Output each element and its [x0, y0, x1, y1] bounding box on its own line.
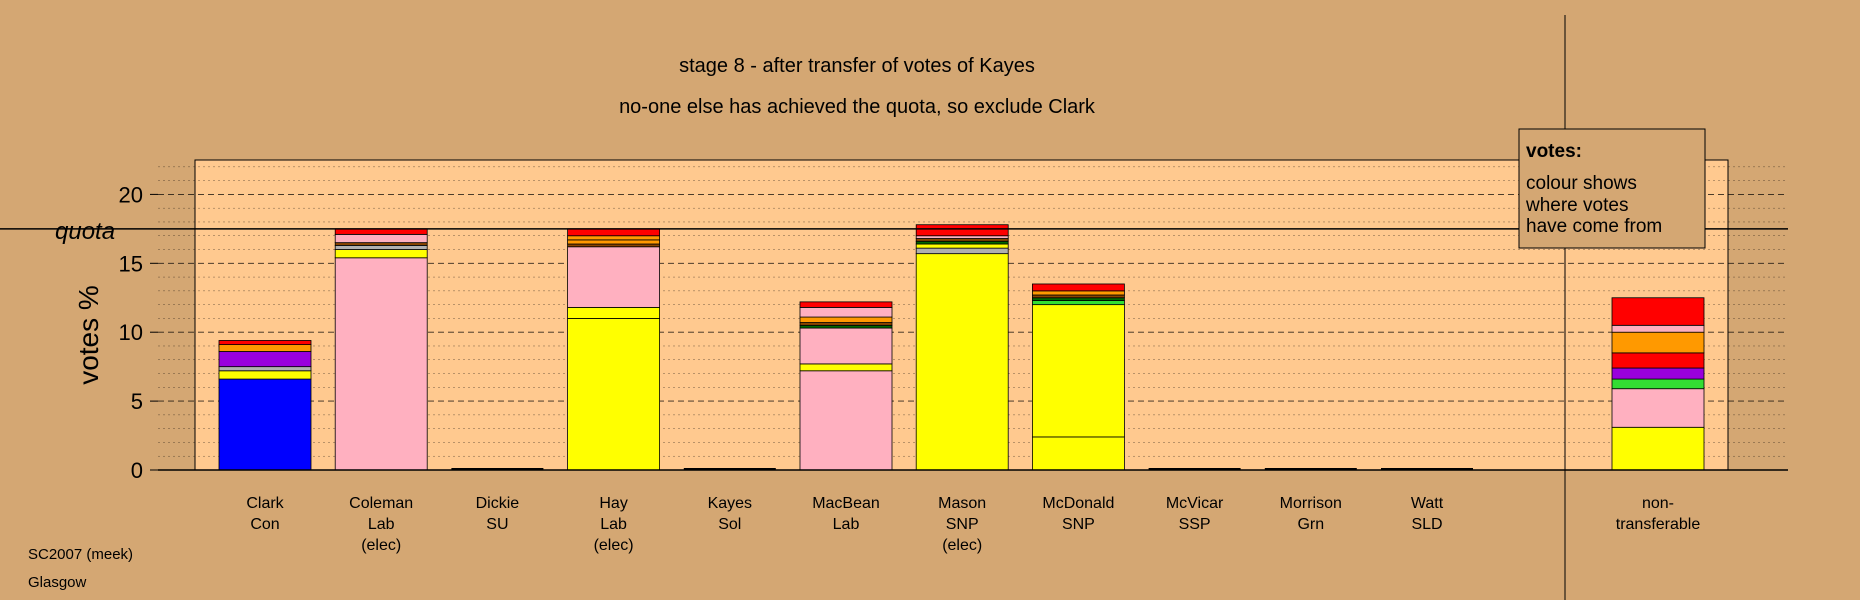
- bar-segment-mason-5: [915, 235, 1009, 239]
- bar-segment-macbean-7: [799, 301, 893, 308]
- bar-segment-hay-4: [567, 239, 660, 245]
- bar-segment-mason-2: [915, 243, 1009, 249]
- x-label-watt-1: SLD: [1411, 516, 1442, 533]
- y-tick-label: 10: [119, 320, 143, 345]
- bar-segment-nontransferable-4: [1611, 352, 1705, 369]
- bar-segment-mcdonald-0: [1032, 436, 1125, 471]
- legend-box: votes: colour shows where votes have com…: [1518, 128, 1706, 249]
- x-label-hay-2: (elec): [594, 537, 634, 554]
- x-label-mcvicar-0: McVicar: [1166, 495, 1224, 512]
- bar-segment-coleman-5: [334, 228, 428, 235]
- x-label-nontransferable-1: transferable: [1616, 516, 1701, 533]
- x-label-dickie-1: SU: [486, 516, 508, 533]
- bar-segment-clark-4: [218, 344, 312, 352]
- bar-segment-nontransferable-1: [1611, 388, 1705, 428]
- x-label-coleman-1: Lab: [368, 516, 395, 533]
- bar-segment-mason-4: [915, 238, 1009, 242]
- y-tick-label: 5: [131, 389, 143, 414]
- x-label-hay-0: Hay: [599, 495, 627, 512]
- bar-segment-mason-6: [915, 224, 1009, 237]
- bar-segment-macbean-6: [799, 306, 893, 318]
- bar-segment-mcdonald-6: [1032, 283, 1125, 292]
- y-axis-label: votes %: [73, 285, 104, 385]
- bar-segment-hay-3: [567, 243, 660, 248]
- x-axis-labels: Clark Con Coleman Lab (elec) Dickie SU Hay Lab (e…: [246, 495, 1700, 554]
- x-label-coleman-2: (elec): [361, 537, 401, 554]
- bar-segment-nontransferable-7: [1611, 297, 1705, 326]
- x-label-macbean-0: MacBean: [812, 495, 880, 512]
- bar-segment-mcdonald-1: [1032, 304, 1125, 438]
- bar-segment-coleman-2: [334, 244, 428, 250]
- bar-segment-macbean-3: [799, 324, 893, 329]
- bars: [218, 224, 1705, 471]
- quota-label: quota: [55, 218, 115, 245]
- x-label-mcvicar-1: SSP: [1179, 516, 1211, 533]
- x-label-coleman-0: Coleman: [349, 495, 413, 512]
- x-label-clark-0: Clark: [246, 495, 284, 512]
- x-label-morrison-1: Grn: [1297, 516, 1324, 533]
- bar-segment-hay-6: [567, 228, 660, 237]
- bar-segment-mason-1: [915, 247, 1009, 255]
- x-label-nontransferable-0: non-: [1642, 495, 1674, 512]
- legend-line-1: colour shows: [1526, 173, 1637, 194]
- x-label-mason-0: Mason: [938, 495, 986, 512]
- chart-subtitle: no-one else has achieved the quota, so e…: [619, 96, 1096, 118]
- bar-segment-coleman-0: [334, 257, 428, 471]
- y-tick-label: 0: [131, 458, 143, 483]
- legend-line-3: have come from: [1526, 216, 1662, 237]
- legend-title: votes:: [1526, 141, 1582, 162]
- bar-segment-hay-2: [567, 246, 660, 308]
- bar-segment-coleman-1: [334, 249, 428, 259]
- bar-segment-hay-0: [567, 318, 660, 471]
- y-tick-label: 15: [119, 251, 143, 276]
- bar-segment-mcdonald-3: [1032, 297, 1125, 301]
- legend-line-2: where votes: [1525, 195, 1628, 216]
- bar-segment-coleman-4: [334, 233, 428, 244]
- bar-segment-mcdonald-5: [1032, 290, 1125, 296]
- bar-segment-clark-2: [218, 366, 312, 372]
- bar-segment-nontransferable-2: [1611, 378, 1705, 390]
- y-axis: 0 5 10 15 20: [119, 182, 158, 483]
- x-label-watt-0: Watt: [1411, 495, 1444, 512]
- x-label-mason-1: SNP: [946, 516, 979, 533]
- bar-segment-macbean-1: [799, 363, 893, 372]
- bar-segment-clark-5: [218, 340, 312, 346]
- y-tick-label: 20: [119, 182, 143, 207]
- bar-segment-hay-5: [567, 235, 660, 241]
- x-label-macbean-1: Lab: [833, 516, 860, 533]
- x-label-mcdonald-0: McDonald: [1042, 495, 1114, 512]
- bar-segment-macbean-5: [799, 316, 893, 323]
- bar-segment-hay-1: [567, 306, 660, 319]
- x-label-clark-1: Con: [250, 516, 279, 533]
- bar-segment-mcdonald-4: [1032, 294, 1125, 299]
- bar-segment-nontransferable-6: [1611, 324, 1705, 333]
- legend-frame: [1518, 128, 1706, 249]
- bar-segment-coleman-3: [334, 242, 428, 246]
- bar-segment-clark-3: [218, 351, 312, 368]
- bar-segment-mason-3: [915, 240, 1009, 245]
- bar-segment-nontransferable-3: [1611, 367, 1705, 380]
- x-label-kayes-0: Kayes: [708, 495, 752, 512]
- chart-title: stage 8 - after transfer of votes of Kay…: [679, 55, 1035, 77]
- x-label-mason-2: (elec): [942, 537, 982, 554]
- bar-segment-macbean-2: [799, 327, 893, 365]
- bar-segment-nontransferable-5: [1611, 331, 1705, 354]
- x-label-kayes-1: Sol: [718, 516, 741, 533]
- bar-segment-nontransferable-0: [1611, 426, 1705, 471]
- x-label-dickie-0: Dickie: [476, 495, 520, 512]
- bar-segment-mcdonald-2: [1032, 300, 1125, 306]
- bar-segment-macbean-0: [799, 370, 893, 471]
- bar-segment-clark-1: [218, 370, 312, 380]
- footer-region: Glasgow: [28, 574, 87, 591]
- x-label-hay-1: Lab: [600, 516, 627, 533]
- bar-segment-clark-0: [218, 378, 312, 471]
- footer-method: SC2007 (meek): [28, 546, 133, 563]
- bar-segment-macbean-4: [799, 322, 893, 326]
- x-label-mcdonald-1: SNP: [1062, 516, 1095, 533]
- bar-segment-mason-0: [915, 253, 1009, 471]
- x-label-morrison-0: Morrison: [1280, 495, 1342, 512]
